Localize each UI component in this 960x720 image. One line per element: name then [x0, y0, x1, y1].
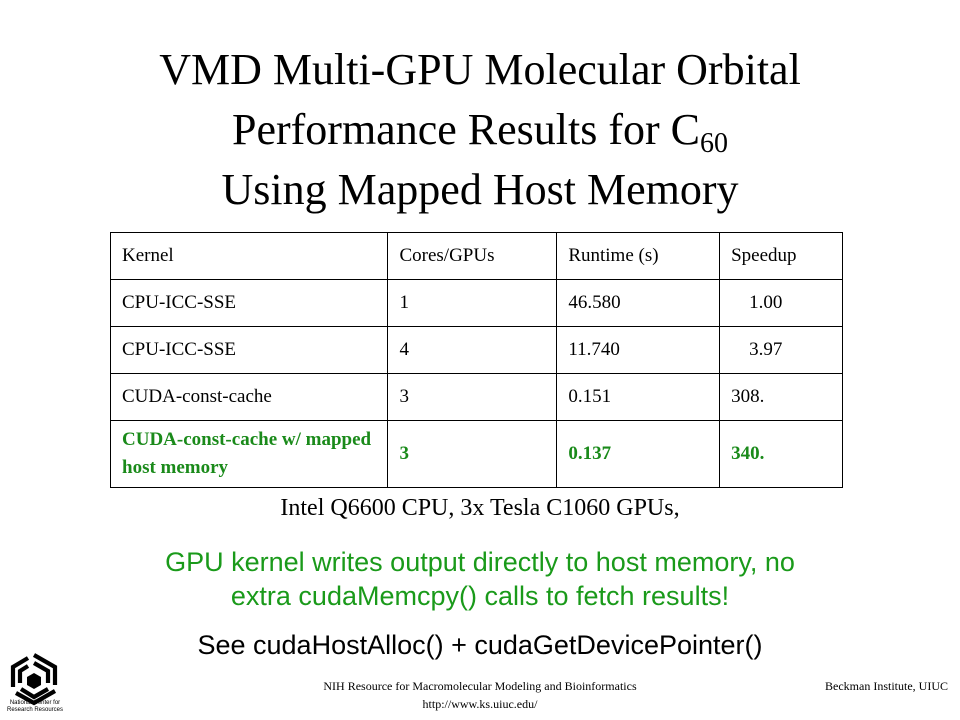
- header-runtime: Runtime (s): [556, 232, 721, 280]
- performance-table: Kernel Cores/GPUs Runtime (s) Speedup CP…: [109, 232, 843, 488]
- slide-title: VMD Multi-GPU Molecular Orbital Performa…: [0, 40, 960, 220]
- table-row: CUDA-const-cache 3 0.151 308.: [109, 373, 843, 421]
- see-also-note: See cudaHostAlloc() + cudaGetDevicePoint…: [197, 630, 763, 660]
- cell-kernel: CUDA-const-cache: [109, 373, 389, 421]
- cell-speedup: 1.00: [719, 279, 843, 327]
- cell-speedup-value: 1.00: [749, 292, 783, 313]
- logo-caption-line-2: Research Resources: [6, 707, 64, 713]
- highlight-line-2: extra cudaMemcpy() calls to fetch result…: [230, 581, 730, 611]
- ncrr-logo-icon: [10, 653, 58, 706]
- cell-cores: 3: [387, 420, 558, 488]
- highlight-note: GPU kernel writes output directly to hos…: [0, 545, 960, 613]
- cell-speedup: 3.97: [719, 326, 843, 374]
- cell-runtime: 0.151: [556, 373, 721, 421]
- cell-runtime: 0.137: [556, 420, 721, 488]
- cell-speedup-value: 3.97: [749, 339, 783, 360]
- cell-kernel: CUDA-const-cache w/ mapped host memory: [109, 420, 389, 488]
- table-row: CPU-ICC-SSE 4 11.740 3.97: [109, 326, 843, 374]
- header-kernel: Kernel: [109, 232, 389, 280]
- cell-cores: 4: [387, 326, 558, 374]
- cell-speedup: 340.: [719, 420, 843, 488]
- logo-caption-line-1: National Center for: [9, 700, 61, 706]
- header-speedup: Speedup: [719, 232, 843, 280]
- footer-center: NIH Resource for Macromolecular Modeling…: [0, 677, 960, 713]
- title-line-3: Using Mapped Host Memory: [221, 165, 739, 214]
- cell-runtime: 11.740: [556, 326, 721, 374]
- title-line-2: Performance Results for C60: [0, 100, 960, 160]
- cell-kernel: CPU-ICC-SSE: [109, 279, 389, 327]
- cell-cores: 3: [387, 373, 558, 421]
- highlight-line-1: GPU kernel writes output directly to hos…: [165, 547, 795, 577]
- footer-resource-name: NIH Resource for Macromolecular Modeling…: [323, 679, 637, 693]
- cell-speedup: 308.: [719, 373, 843, 421]
- cell-kernel: CPU-ICC-SSE: [109, 326, 389, 374]
- title-line-2-main: Performance Results for C: [232, 105, 700, 154]
- footer-institute: Beckman Institute, UIUC: [825, 679, 948, 693]
- table-header-row: Kernel Cores/GPUs Runtime (s) Speedup: [109, 232, 843, 280]
- cell-runtime: 46.580: [556, 279, 721, 327]
- title-line-1: VMD Multi-GPU Molecular Orbital: [159, 45, 801, 94]
- logo-caption: National Center for Research Resources: [0, 700, 70, 714]
- footer-url: http://www.ks.uiuc.edu/: [422, 697, 538, 711]
- hardware-note: Intel Q6600 CPU, 3x Tesla C1060 GPUs,: [280, 495, 680, 521]
- header-cores-gpus: Cores/GPUs: [387, 232, 558, 280]
- cell-cores: 1: [387, 279, 558, 327]
- table-row-highlighted: CUDA-const-cache w/ mapped host memory 3…: [109, 420, 843, 488]
- title-subscript: 60: [700, 128, 728, 159]
- table-row: CPU-ICC-SSE 1 46.580 1.00: [109, 279, 843, 327]
